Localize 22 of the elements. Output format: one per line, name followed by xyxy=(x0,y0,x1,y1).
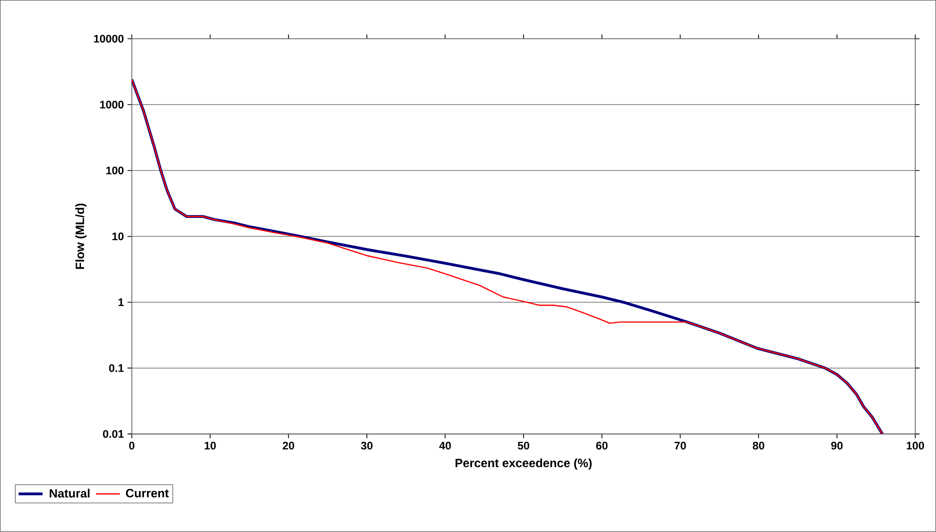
y-tick-label: 0.1 xyxy=(109,364,124,372)
x-tick-label: 10 xyxy=(204,442,216,450)
x-tick-label: 20 xyxy=(282,442,294,450)
y-tick-label: 10000 xyxy=(94,34,124,43)
y-axis-title: Flow (ML/d) xyxy=(75,204,87,270)
x-tick-label: 40 xyxy=(439,442,451,450)
y-tick-label: 1 xyxy=(118,298,124,306)
x-tick-label: 90 xyxy=(831,442,843,450)
x-tick-label: 100 xyxy=(906,442,924,450)
x-tick-label: 30 xyxy=(360,442,372,450)
x-tick-label: 0 xyxy=(129,442,134,450)
y-tick-label: 0.01 xyxy=(103,430,124,438)
y-tick-label: 10 xyxy=(112,232,124,240)
y-tick-label: 100 xyxy=(106,166,124,175)
legend-label: Current xyxy=(126,489,169,498)
x-axis-title: Percent exceedence (%) xyxy=(456,458,592,470)
y-tick-label: 1000 xyxy=(100,100,124,109)
x-tick-label: 50 xyxy=(518,442,530,450)
x-tick-label: 60 xyxy=(596,442,608,450)
x-tick-label: 80 xyxy=(752,442,764,450)
legend-label: Natural xyxy=(50,488,90,498)
x-tick-label: 70 xyxy=(674,442,686,450)
